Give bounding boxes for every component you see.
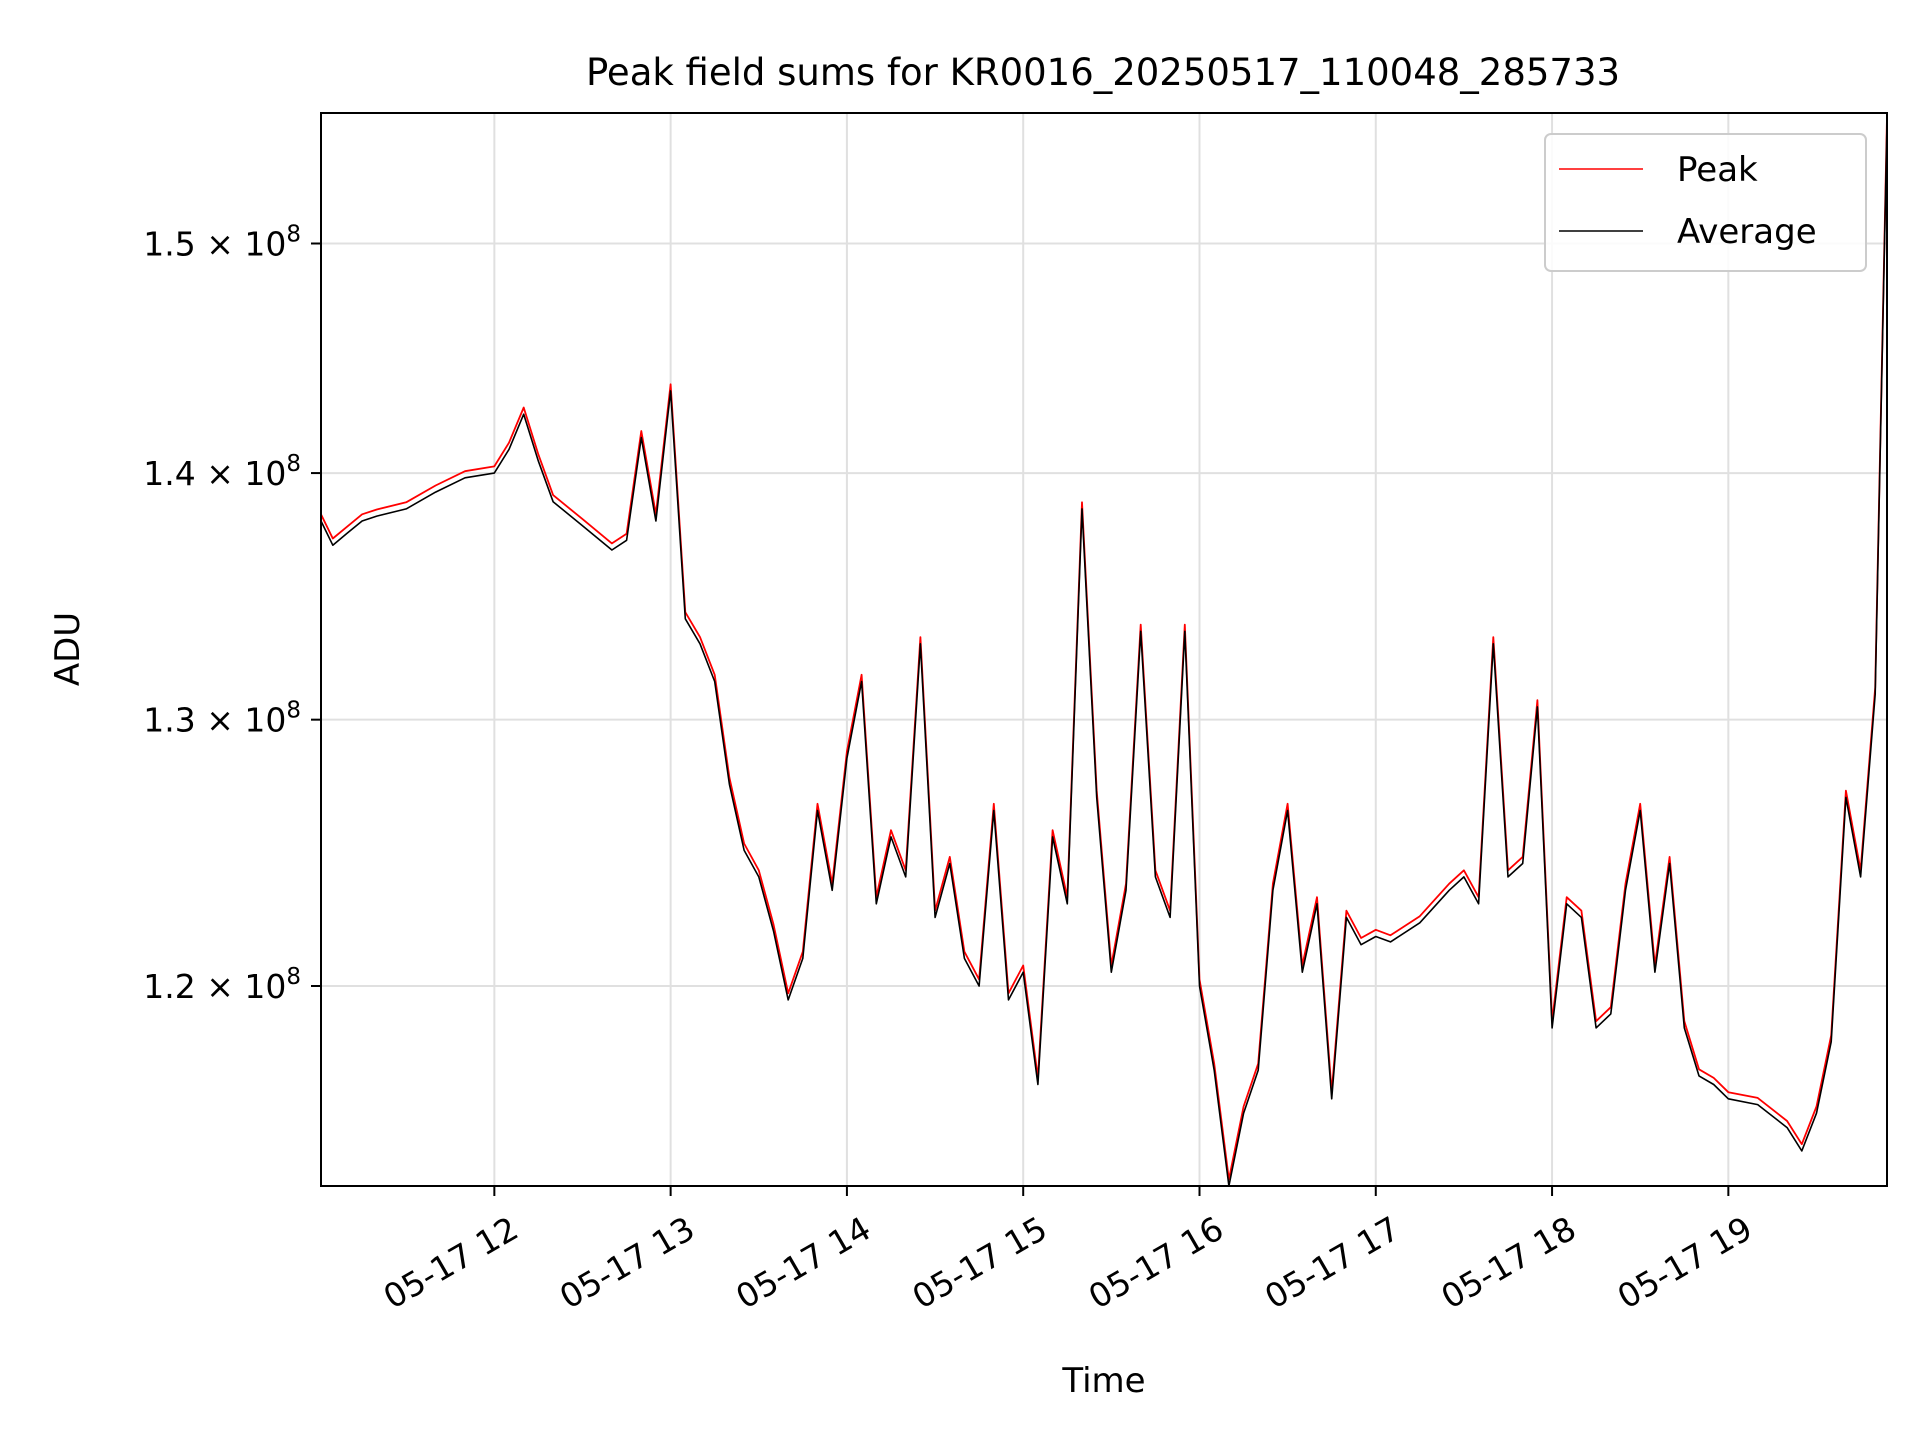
y-tick-times: × 10 <box>196 967 287 1006</box>
legend: Peak Average <box>1544 133 1867 272</box>
x-axis-label: Time <box>1061 1361 1145 1401</box>
y-tick-mantissa: 1.4 <box>143 454 195 493</box>
y-tick-label: 1.2 × 108 <box>143 964 301 1006</box>
y-tick-exponent: 8 <box>286 451 301 477</box>
y-tick-times: × 10 <box>196 454 287 493</box>
chart-title: Peak field sums for KR0016_20250517_1100… <box>586 51 1620 94</box>
y-tick-mantissa: 1.2 <box>143 967 195 1006</box>
y-tick-label: 1.4 × 108 <box>143 451 301 493</box>
y-tick-label: 1.3 × 108 <box>143 698 301 740</box>
y-axis-label: ADU <box>48 612 88 686</box>
y-tick-times: × 10 <box>196 225 287 264</box>
y-tick-times: × 10 <box>196 701 287 740</box>
legend-peak-label: Peak <box>1677 150 1758 190</box>
y-tick-mantissa: 1.5 <box>143 225 195 264</box>
legend-average-label: Average <box>1677 212 1817 252</box>
y-tick-exponent: 8 <box>286 964 301 990</box>
series-layer <box>320 116 1888 1187</box>
y-tick-exponent: 8 <box>286 698 301 724</box>
series-average-line <box>320 123 1888 1187</box>
plot-frame <box>320 112 1888 1187</box>
grid <box>321 113 1887 1186</box>
y-tick-mantissa: 1.3 <box>143 701 195 740</box>
y-tick-exponent: 8 <box>286 222 301 248</box>
y-tick-label: 1.5 × 108 <box>143 222 301 264</box>
